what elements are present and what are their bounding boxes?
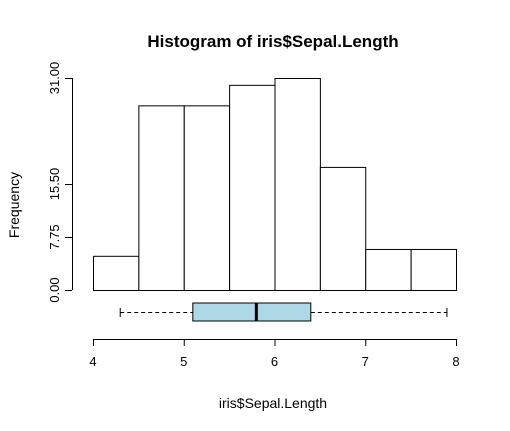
y-axis: 0.00 7.75 15.50 31.00 [47, 62, 73, 303]
histogram-bar [229, 84, 276, 291]
chart-title: Histogram of iris$Sepal.Length [147, 32, 398, 51]
histogram-bar [274, 78, 321, 291]
histogram-bar [183, 105, 231, 291]
x-tick-label: 8 [452, 354, 459, 369]
y-tick-label: 31.00 [47, 62, 62, 95]
y-tick-label: 15.50 [47, 168, 62, 201]
histogram-bar [365, 248, 412, 291]
x-tick-label: 6 [271, 354, 278, 369]
x-tick-label: 4 [89, 354, 96, 369]
histogram-bar [138, 105, 185, 291]
histogram-bar [319, 166, 367, 291]
x-axis-label: iris$Sepal.Length [219, 395, 327, 411]
y-tick-label: 7.75 [47, 224, 62, 249]
y-axis-label: Frequency [6, 172, 22, 238]
x-tick-label: 7 [362, 354, 369, 369]
bars-group [93, 78, 457, 292]
x-tick-label: 5 [180, 354, 187, 369]
boxplot [119, 302, 448, 322]
y-tick-label: 0.00 [47, 277, 62, 302]
histogram-bar [93, 255, 140, 292]
x-axis: 4 5 6 7 8 [89, 339, 460, 369]
boxplot-box [192, 302, 312, 322]
histogram-bar [410, 248, 457, 291]
